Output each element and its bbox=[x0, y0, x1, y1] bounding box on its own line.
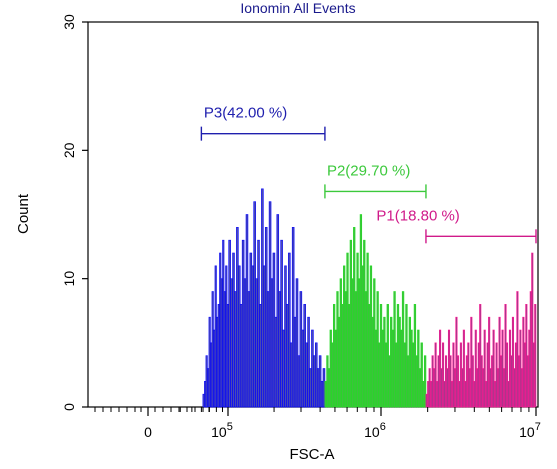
y-tick-label: 10 bbox=[61, 271, 77, 287]
axes: 0 10 20 30 0 105 106 107 bbox=[61, 14, 541, 440]
chart-title: Ionomin All Events bbox=[240, 0, 355, 16]
histogram-bar-p1 bbox=[534, 304, 537, 408]
gate-p3: P3(42.00 %) bbox=[200, 105, 326, 141]
histogram-bar-p3 bbox=[280, 239, 283, 408]
histogram-bar-p1 bbox=[492, 329, 495, 408]
histogram-bar-p1 bbox=[462, 329, 465, 408]
x-tick-label: 107 bbox=[519, 421, 541, 440]
histogram-bar-p1 bbox=[483, 329, 486, 408]
y-tick-label: 20 bbox=[61, 142, 77, 158]
histogram-bar-p1 bbox=[531, 252, 534, 408]
x-axis-label: FSC-A bbox=[290, 446, 335, 463]
gate-label-p1: P1(18.80 %) bbox=[376, 207, 459, 224]
histogram-bar-p3 bbox=[295, 278, 299, 408]
gate-label-p3: P3(42.00 %) bbox=[204, 105, 287, 122]
gate-p2: P2(29.70 %) bbox=[324, 162, 427, 199]
histogram-bar-p3 bbox=[307, 316, 310, 408]
x-tick-label: 106 bbox=[364, 421, 386, 440]
histogram-bar-p3 bbox=[288, 252, 291, 408]
histogram-bar-p1 bbox=[434, 342, 437, 408]
histogram-bar-p1 bbox=[516, 291, 519, 408]
y-axis-label: Count bbox=[15, 193, 32, 234]
gate-markers: P3(42.00 %) P2(29.70 %) P1(18.80 %) bbox=[200, 105, 537, 244]
histogram-bar-p2 bbox=[420, 342, 423, 408]
histogram-bar-p1 bbox=[442, 342, 445, 408]
y-tick-label: 30 bbox=[61, 14, 77, 30]
y-tick-label: 0 bbox=[61, 403, 77, 411]
x-tick-label: 0 bbox=[144, 424, 152, 440]
histogram-bar-p1 bbox=[511, 316, 515, 408]
gate-label-p2: P2(29.70 %) bbox=[327, 162, 410, 179]
histogram-bar-p1 bbox=[505, 342, 509, 408]
histogram-bars bbox=[202, 188, 537, 408]
x-tick-label: 105 bbox=[211, 421, 233, 440]
gate-p1: P1(18.80 %) bbox=[376, 207, 537, 244]
histogram-bar-p2 bbox=[423, 355, 427, 408]
